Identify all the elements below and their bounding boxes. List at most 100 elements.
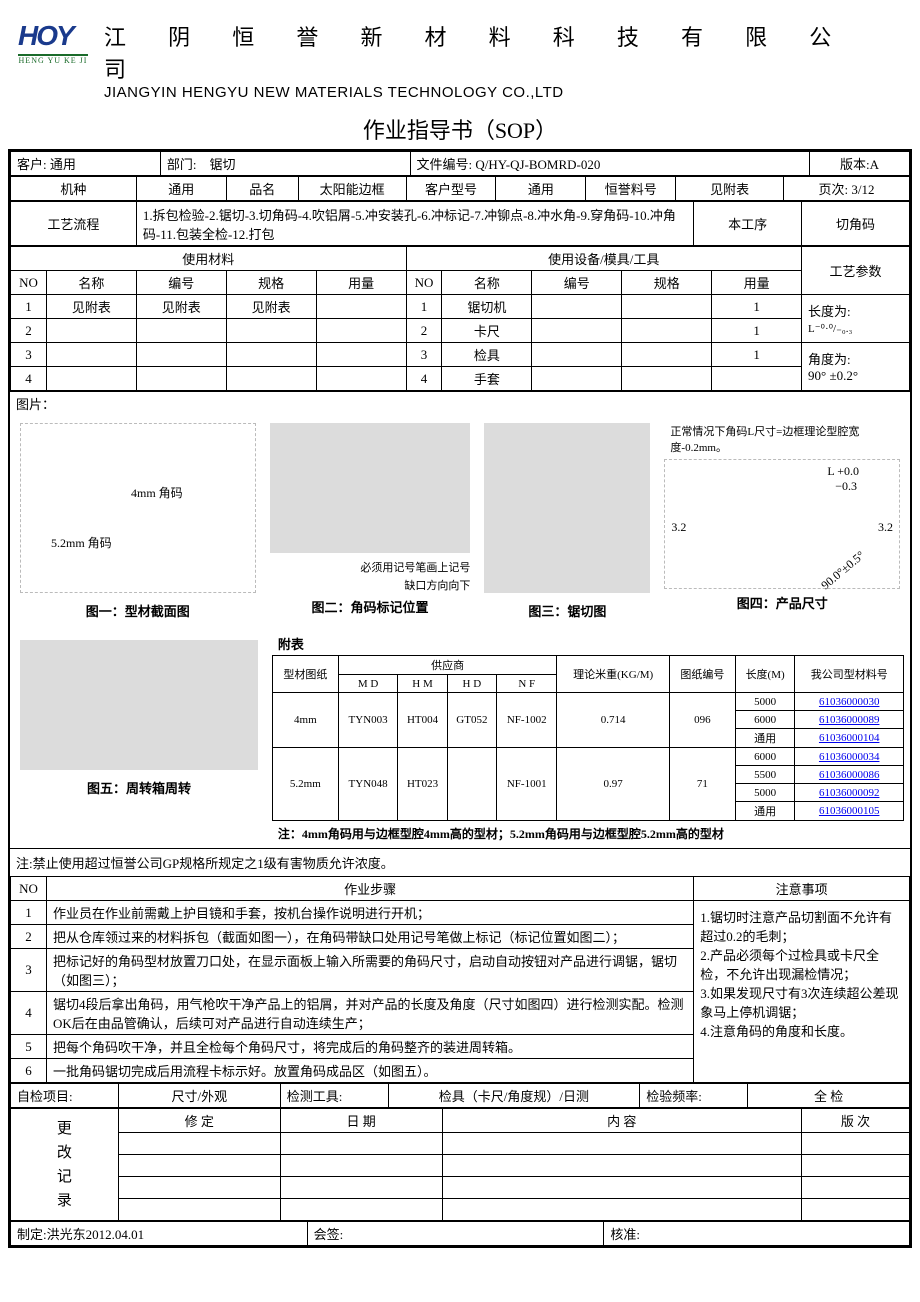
rev-col1: 修 定 <box>118 1109 280 1133</box>
fig4-dim2: 3.2 <box>878 520 893 535</box>
apx-v: 0.97 <box>557 748 670 821</box>
mat-spec: 见附表 <box>226 295 316 319</box>
apx-v: TYN048 <box>338 748 398 821</box>
apx-pn[interactable]: 61036000105 <box>795 802 904 821</box>
inspect-tool: 检具（卡尺/角度规）/日测 <box>388 1084 640 1108</box>
fig2-image <box>270 423 471 553</box>
materials-equipment: 使用材料 使用设备/模具/工具 工艺参数 NO 名称 编号 规格 用量 NO 名… <box>10 246 910 391</box>
apx-pn[interactable]: 61036000092 <box>795 784 904 802</box>
prod-label: 品名 <box>226 177 298 201</box>
rev-col2: 日 期 <box>280 1109 442 1133</box>
mat-code: 见附表 <box>136 295 226 319</box>
param-ang-value: 90° ±0.2° <box>808 368 858 383</box>
company-name-en: JIANGYIN HENGYU NEW MATERIALS TECHNOLOGY… <box>104 84 902 101</box>
page-value: 3/12 <box>851 182 874 197</box>
made-value: 洪光东2012.04.01 <box>47 1227 145 1242</box>
made-label: 制定: <box>17 1227 47 1242</box>
apx-pn[interactable]: 61036000034 <box>795 748 904 766</box>
eq-row: 4 <box>406 367 442 391</box>
fig4-tol: L +0.0 −0.3 <box>827 464 859 494</box>
figures-row: 4mm 角码 5.2mm 角码 图一：型材截面图 必须用记号笔画上记号 缺口方向… <box>10 413 910 634</box>
eq-qty: 1 <box>712 343 802 367</box>
apx-pn[interactable]: 61036000086 <box>795 766 904 784</box>
step-text: 把从仓库领过来的材料拆包（截面如图一），在角码带缺口处用记号笔做上标记（标记位置… <box>46 925 693 949</box>
figures-row2: 图五：周转箱周转 附表 型材图纸 供应商 理论米重(KG/M) 图纸编号 长度(… <box>10 634 910 848</box>
rev-col4: 版 次 <box>802 1109 910 1133</box>
col-spec: 规格 <box>226 271 316 295</box>
customer-label: 客户: <box>17 157 47 172</box>
eq-row: 2 <box>406 319 442 343</box>
apx-col-drawing: 型材图纸 <box>272 656 338 693</box>
pictures-label: 图片： <box>10 391 910 413</box>
machine-label: 机种 <box>11 177 137 201</box>
col-name2: 名称 <box>442 271 532 295</box>
eq-row: 1 <box>406 295 442 319</box>
col-no2: NO <box>406 271 442 295</box>
eq-qty: 1 <box>712 319 802 343</box>
apx-len: 通用 <box>735 729 795 748</box>
fig2-ann1: 必须用记号笔画上记号 <box>360 562 470 574</box>
sign-label: 会签: <box>307 1222 604 1246</box>
process-label: 工艺流程 <box>11 202 137 246</box>
info-top: 客户: 通用 部门: 锯切 文件编号: Q/HY-QJ-BOMRD-020 版本… <box>10 151 910 176</box>
apx-len: 5000 <box>735 693 795 711</box>
model-label: 客户型号 <box>406 177 496 201</box>
apx-len: 5500 <box>735 766 795 784</box>
param-len-value: L⁻⁰·⁰/₋₀.₃ <box>808 323 852 335</box>
param-ang-label: 角度为: <box>808 352 851 367</box>
mat-row: 1 <box>11 295 47 319</box>
apx-d: 4mm <box>272 693 338 748</box>
col-spec2: 规格 <box>622 271 712 295</box>
fig1-ann-52mm: 5.2mm 角码 <box>51 534 112 551</box>
machine-value: 通用 <box>136 177 226 201</box>
apx-v: HT004 <box>398 693 447 748</box>
revision-table: 更改记录 修 定 日 期 内 容 版 次 <box>10 1108 910 1221</box>
fig5-caption: 图五：周转箱周转 <box>20 778 258 797</box>
apx-v: NF-1001 <box>497 748 557 821</box>
col-code: 编号 <box>136 271 226 295</box>
appendix-table: 型材图纸 供应商 理论米重(KG/M) 图纸编号 长度(M) 我公司型材料号 M… <box>272 655 904 821</box>
revision-title: 更改记录 <box>11 1109 119 1221</box>
mat-value: 见附表 <box>676 177 784 201</box>
step-text: 把每个角码吹干净，并且全检每个角码尺寸，将完成后的角码整齐的装进周转箱。 <box>46 1035 693 1059</box>
gp-note: 注:禁止使用超过恒誉公司GP规格所规定之1级有害物质允许浓度。 <box>10 848 910 876</box>
apx-col-pn: 我公司型材料号 <box>795 656 904 693</box>
docno-label: 文件编号: <box>417 157 473 172</box>
eq-name: 卡尺 <box>442 319 532 343</box>
inspect-tool-label: 检测工具: <box>280 1084 388 1108</box>
fig4-dim1: 3.2 <box>671 520 686 535</box>
col-no: NO <box>11 271 47 295</box>
step-text: 一批角码锯切完成后用流程卡标示好。放置角码成品区（如图五）。 <box>46 1059 693 1083</box>
apx-col-nf: N F <box>497 675 557 693</box>
footer-row: 制定:洪光东2012.04.01 会签: 核准: <box>10 1221 910 1246</box>
apx-col-hd: H D <box>447 675 496 693</box>
inspect-item-label: 自检项目: <box>11 1084 119 1108</box>
eq-name: 锯切机 <box>442 295 532 319</box>
params-header: 工艺参数 <box>802 247 910 295</box>
fig4-angle: 90.0°±0.5° <box>818 548 868 593</box>
doc-title: 作业指导书（SOP） <box>8 113 912 145</box>
inspection-row: 自检项目: 尺寸/外观 检测工具: 检具（卡尺/角度规）/日测 检验频率: 全 … <box>10 1083 910 1108</box>
eq-name: 手套 <box>442 367 532 391</box>
fig4-diagram: L +0.0 −0.3 3.2 3.2 90.0°±0.5° <box>664 459 900 589</box>
customer-value: 通用 <box>50 157 76 172</box>
apx-v: TYN003 <box>338 693 398 748</box>
steps-col-no: NO <box>11 877 47 901</box>
apx-v: NF-1002 <box>497 693 557 748</box>
eq-name: 检具 <box>442 343 532 367</box>
step-text: 锯切4段后拿出角码，用气枪吹干净产品上的铝屑，并对产品的长度及角度（尺寸如图四）… <box>46 992 693 1035</box>
apx-pn[interactable]: 61036000089 <box>795 711 904 729</box>
approve-label: 核准: <box>604 1222 910 1246</box>
inspect-item: 尺寸/外观 <box>118 1084 280 1108</box>
fig1-ann-4mm: 4mm 角码 <box>131 484 183 501</box>
step-text: 把标记好的角码型材放置刀口处，在显示面板上输入所需要的角码尺寸，启动自动按钮对产… <box>46 949 693 992</box>
docno-value: Q/HY-QJ-BOMRD-020 <box>475 157 600 172</box>
apx-v: HT023 <box>398 748 447 821</box>
apx-col-dno: 图纸编号 <box>669 656 735 693</box>
fig1-diagram: 4mm 角码 5.2mm 角码 <box>20 423 256 593</box>
apx-col-len: 长度(M) <box>735 656 795 693</box>
apx-pn[interactable]: 61036000030 <box>795 693 904 711</box>
col-code2: 编号 <box>532 271 622 295</box>
apx-pn[interactable]: 61036000104 <box>795 729 904 748</box>
dept-value: 锯切 <box>209 157 235 172</box>
